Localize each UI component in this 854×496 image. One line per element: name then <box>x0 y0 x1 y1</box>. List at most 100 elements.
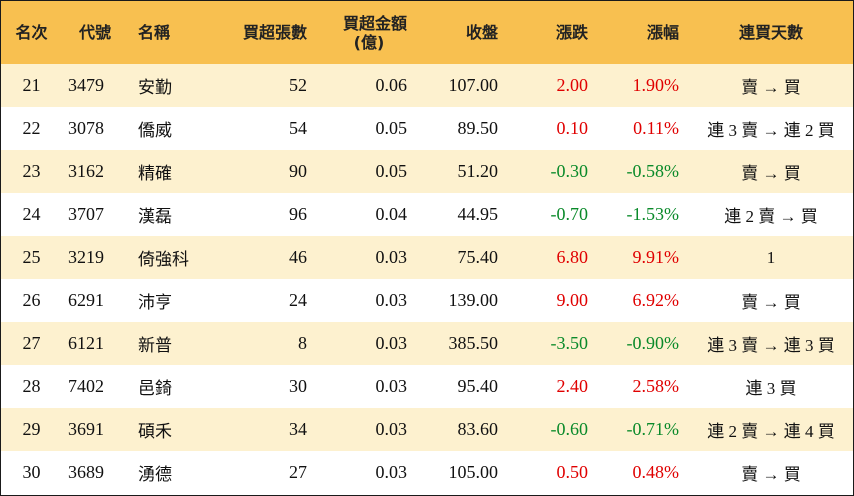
cell-code: 3689 <box>68 462 104 482</box>
cell-consecutive-days: 連 3 賣 → 連 3 買 <box>707 336 835 355</box>
cell-rank: 23 <box>22 161 41 181</box>
cell-change: -0.70 <box>550 204 589 224</box>
cell-rank: 29 <box>22 419 41 439</box>
cell-close: 385.50 <box>448 333 499 353</box>
cell-consecutive-days: 賣 → 買 <box>741 465 801 484</box>
cell-change: -0.60 <box>550 419 589 439</box>
header-consecutive-days: 連買天數 <box>738 23 803 42</box>
cell-change-pct: 0.11% <box>633 118 679 138</box>
table-row: 26 6291 沛亨 24 0.03 139.00 9.00 6.92% 賣 →… <box>1 279 853 322</box>
cell-change-pct: 6.92% <box>632 290 680 310</box>
cell-name: 漢磊 <box>138 207 172 227</box>
cell-lots: 8 <box>298 333 307 353</box>
cell-lots: 90 <box>289 161 307 181</box>
cell-change: 2.40 <box>556 376 589 396</box>
cell-code: 3219 <box>68 247 104 267</box>
cell-change: -3.50 <box>550 333 589 353</box>
header-net-buy-amount-line2: (億) <box>353 32 385 52</box>
cell-name: 僑威 <box>138 121 172 141</box>
header-net-buy-lots: 買超張數 <box>242 23 307 42</box>
cell-close: 89.50 <box>457 118 499 138</box>
cell-close: 139.00 <box>448 290 499 310</box>
table-row: 24 3707 漢磊 96 0.04 44.95 -0.70 -1.53% 連 … <box>1 193 853 236</box>
cell-lots: 27 <box>289 462 307 482</box>
cell-name: 新普 <box>138 336 172 356</box>
cell-lots: 46 <box>289 247 307 267</box>
cell-name: 碩禾 <box>138 422 172 442</box>
cell-change-pct: -1.53% <box>626 204 680 224</box>
header-change: 漲跌 <box>555 23 588 42</box>
header-name: 名稱 <box>138 23 171 42</box>
cell-name: 精確 <box>138 164 172 184</box>
cell-name: 沛亨 <box>138 293 172 313</box>
cell-code: 3479 <box>68 75 104 95</box>
cell-consecutive-days: 1 <box>766 247 776 267</box>
cell-lots: 24 <box>289 290 307 310</box>
cell-change: 6.80 <box>556 247 589 267</box>
cell-close: 105.00 <box>448 462 499 482</box>
header-change-pct: 漲幅 <box>646 23 679 42</box>
cell-change-pct: -0.58% <box>626 161 680 181</box>
table-row: 28 7402 邑錡 30 0.03 95.40 2.40 2.58% 連 3 … <box>1 365 853 408</box>
header-net-buy-amount-line1: 買超金額 <box>342 13 407 33</box>
cell-consecutive-days: 賣 → 買 <box>741 164 801 183</box>
cell-close: 75.40 <box>457 247 499 267</box>
cell-code: 3691 <box>68 419 104 439</box>
cell-consecutive-days: 賣 → 買 <box>741 78 801 97</box>
cell-close: 51.20 <box>457 161 499 181</box>
cell-name: 安勤 <box>138 78 172 98</box>
cell-close: 107.00 <box>448 75 499 95</box>
header-rank: 名次 <box>15 23 48 42</box>
cell-change: 0.10 <box>556 118 589 138</box>
cell-code: 3162 <box>68 161 104 181</box>
cell-change-pct: -0.71% <box>626 419 680 439</box>
cell-code: 6121 <box>68 333 104 353</box>
cell-consecutive-days: 連 3 賣 → 連 2 買 <box>707 121 835 140</box>
cell-change-pct: 0.48% <box>632 462 680 482</box>
table-row: 30 3689 湧德 27 0.03 105.00 0.50 0.48% 賣 →… <box>1 451 853 494</box>
cell-amount: 0.03 <box>375 247 408 267</box>
cell-rank: 24 <box>22 204 41 224</box>
cell-code: 3707 <box>68 204 104 224</box>
cell-consecutive-days: 連 3 買 <box>745 379 797 398</box>
cell-rank: 30 <box>22 462 41 482</box>
cell-amount: 0.05 <box>375 118 408 138</box>
cell-change-pct: 2.58% <box>632 376 680 396</box>
header-code: 代號 <box>78 23 111 42</box>
cell-change-pct: -0.90% <box>626 333 680 353</box>
cell-lots: 96 <box>289 204 307 224</box>
table-row: 29 3691 碩禾 34 0.03 83.60 -0.60 -0.71% 連 … <box>1 408 853 451</box>
cell-amount: 0.03 <box>375 419 408 439</box>
cell-amount: 0.03 <box>375 462 408 482</box>
cell-amount: 0.06 <box>375 75 408 95</box>
cell-consecutive-days: 連 2 賣 → 買 <box>724 207 818 226</box>
cell-lots: 30 <box>289 376 307 396</box>
cell-lots: 52 <box>289 75 307 95</box>
cell-code: 3078 <box>68 118 104 138</box>
cell-amount: 0.03 <box>375 333 408 353</box>
cell-rank: 26 <box>22 290 41 310</box>
cell-rank: 28 <box>22 376 41 396</box>
cell-change: 0.50 <box>556 462 589 482</box>
cell-code: 7402 <box>68 376 104 396</box>
header-close: 收盤 <box>465 23 498 42</box>
cell-name: 湧德 <box>138 465 172 485</box>
table-row: 25 3219 倚強科 46 0.03 75.40 6.80 9.91% 1 <box>1 236 853 279</box>
cell-close: 44.95 <box>457 204 499 224</box>
cell-amount: 0.04 <box>375 204 408 224</box>
cell-change: 2.00 <box>556 75 589 95</box>
cell-rank: 27 <box>22 333 41 353</box>
cell-consecutive-days: 賣 → 買 <box>741 293 801 312</box>
cell-change-pct: 1.90% <box>632 75 680 95</box>
cell-amount: 0.03 <box>375 376 408 396</box>
table-row: 21 3479 安勤 52 0.06 107.00 2.00 1.90% 賣 →… <box>1 64 853 107</box>
table-header-row: 名次 代號 名稱 買超張數 買超金額 (億) 收盤 漲跌 漲幅 連買天數 <box>1 1 853 64</box>
cell-lots: 54 <box>289 118 307 138</box>
table-row: 23 3162 精確 90 0.05 51.20 -0.30 -0.58% 賣 … <box>1 150 853 193</box>
cell-change: -0.30 <box>550 161 589 181</box>
cell-lots: 34 <box>289 419 307 439</box>
header-net-buy-amount: 買超金額 (億) <box>317 1 417 64</box>
table-row: 22 3078 僑威 54 0.05 89.50 0.10 0.11% 連 3 … <box>1 107 853 150</box>
